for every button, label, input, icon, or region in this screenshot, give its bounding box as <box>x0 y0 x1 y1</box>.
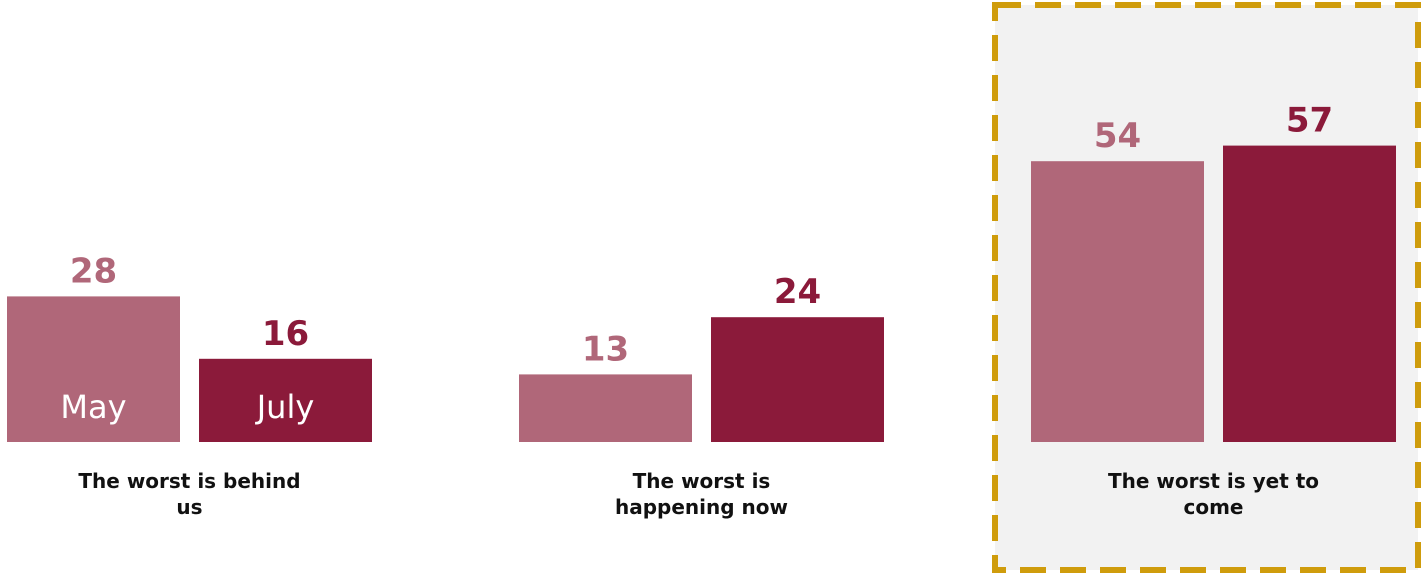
category-label: The worst is happening now <box>615 469 788 519</box>
value-label: 24 <box>774 272 821 312</box>
value-label: 57 <box>1286 101 1333 141</box>
value-label: 28 <box>70 251 117 291</box>
category-label: The worst is behind us <box>78 469 300 519</box>
category-label: The worst is yet to come <box>1108 469 1319 519</box>
bar-july-1 <box>199 358 372 442</box>
category-label-line: happening now <box>615 495 788 519</box>
bar-july-3 <box>1223 145 1396 442</box>
category-label-line: The worst is behind <box>78 469 300 493</box>
category-label-line: come <box>1184 495 1244 519</box>
legend-label-may: May <box>60 388 126 426</box>
value-label: 16 <box>262 314 309 354</box>
bar-may-3 <box>1031 161 1204 442</box>
category-label-line: The worst is yet to <box>1108 469 1319 493</box>
category-label-line: us <box>176 495 202 519</box>
bar-may-2 <box>519 374 692 442</box>
legend-label-july: July <box>255 388 315 426</box>
category-label-line: The worst is <box>633 469 771 493</box>
bar-may-1 <box>7 296 180 442</box>
value-label: 13 <box>582 329 629 369</box>
value-label: 54 <box>1094 116 1141 156</box>
bar-july-2 <box>711 317 884 442</box>
